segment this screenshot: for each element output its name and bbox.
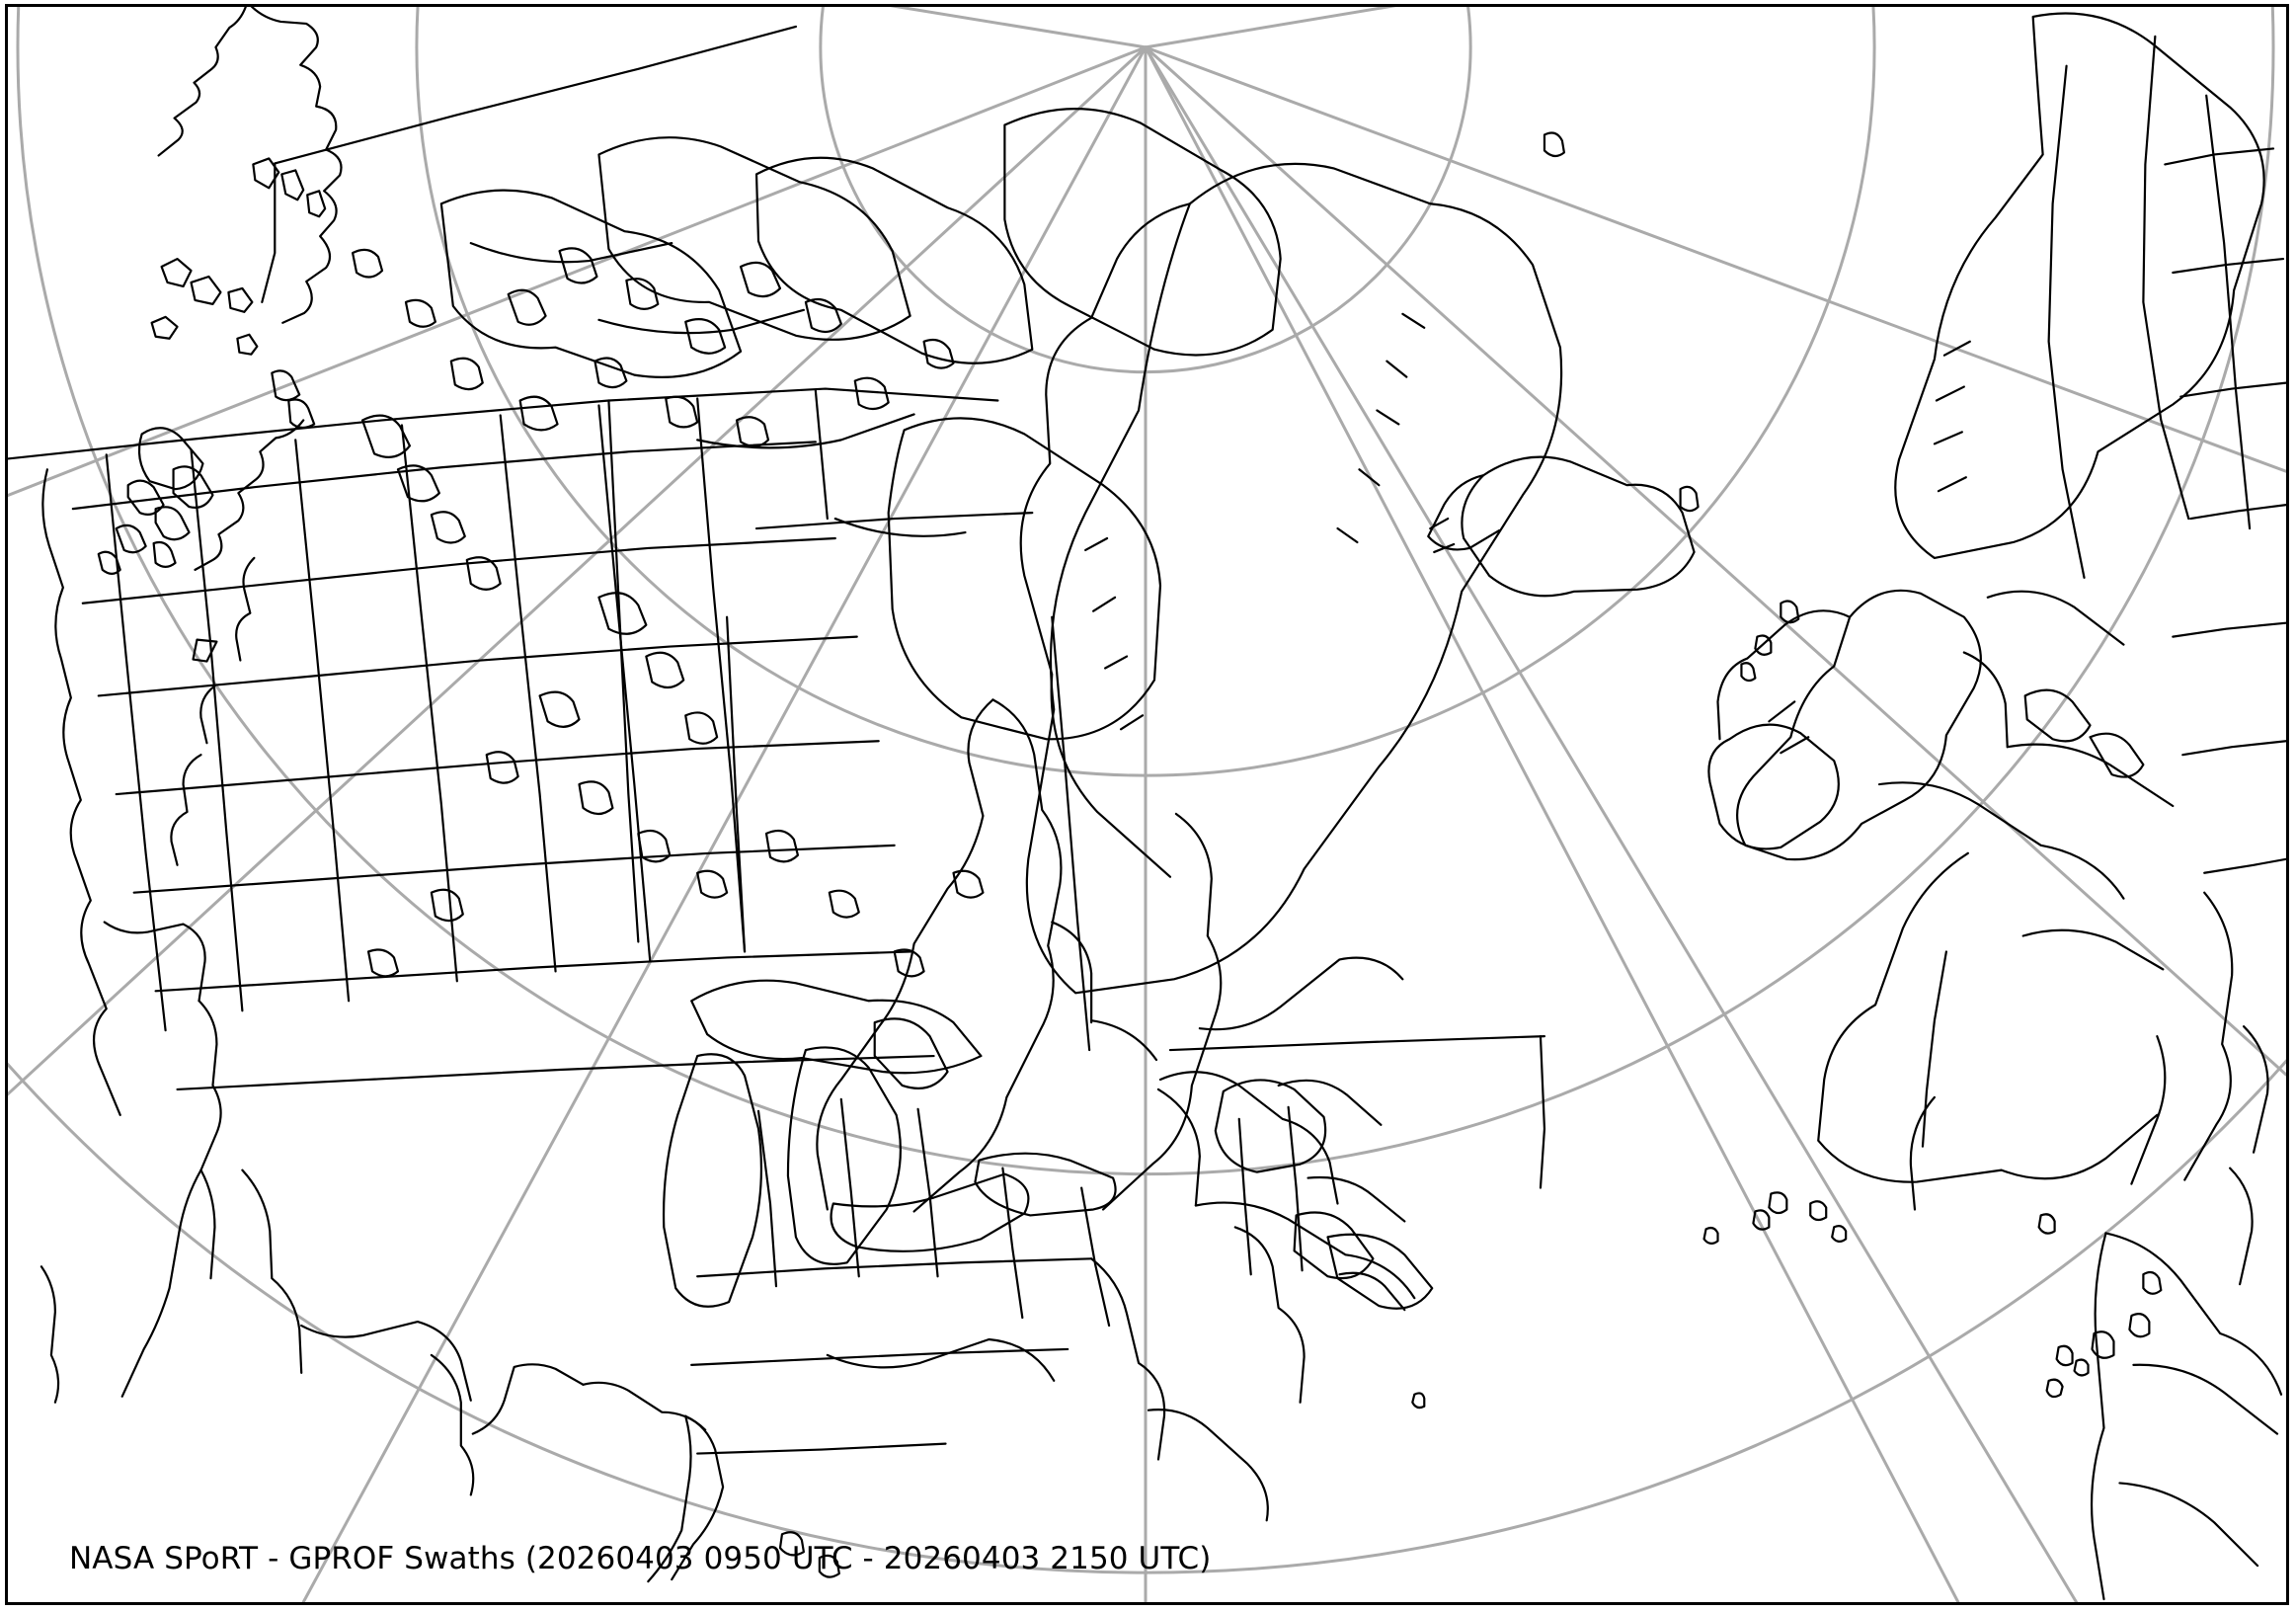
azores-island — [1752, 1209, 1771, 1231]
meridian-line — [1144, 7, 1396, 49]
meridian-line — [1144, 45, 2286, 473]
canary-island — [2045, 1378, 2064, 1399]
parallel-circle — [415, 7, 1876, 777]
meridian-line — [1144, 45, 1960, 1602]
iceland — [1427, 455, 1696, 598]
canada-province-borders — [607, 389, 1546, 1189]
us-canada-border — [8, 25, 999, 460]
meridian-line — [8, 45, 1148, 1096]
graticule-layer — [8, 7, 2286, 1602]
lake-erie — [830, 1172, 1030, 1252]
canary-island — [2091, 1330, 2115, 1359]
lake-huron — [786, 1046, 902, 1265]
atlantic-islands — [1411, 1191, 2163, 1410]
greenland-coast — [1019, 162, 1563, 995]
canary-island — [2073, 1358, 2090, 1377]
meridian-line — [889, 7, 1148, 49]
lake-superior — [690, 979, 983, 1075]
bahamas-islands — [778, 1531, 840, 1578]
parallel-circle — [8, 1058, 2286, 1574]
map-canvas — [8, 7, 2286, 1602]
azores-island — [1831, 1225, 1848, 1243]
meridian-line — [1144, 45, 2079, 1602]
kodiak-island-group — [97, 427, 214, 575]
map-frame: NASA SPoRT - GPROF Swaths (20260403 0950… — [5, 4, 2289, 1605]
lake-ontario — [974, 1152, 1117, 1217]
quebec-labrador-coast — [1102, 812, 1416, 1300]
georgian-bay — [873, 1017, 949, 1089]
map-caption: NASA SPoRT - GPROF Swaths (20260403 0950… — [69, 1541, 1212, 1576]
british-isles — [1707, 589, 1982, 861]
scandinavia — [1894, 12, 2265, 808]
bermuda-island — [1411, 1392, 1426, 1410]
canary-island — [2142, 1270, 2163, 1295]
arctic-archipelago — [351, 108, 1282, 741]
alaska-panhandle-coast — [150, 7, 343, 866]
azores-island — [1809, 1200, 1828, 1222]
eastern-europe-borders — [2164, 94, 2286, 874]
inland-lakes — [360, 414, 985, 978]
parallel-circle — [16, 7, 2275, 1175]
southern-us-coast — [241, 1169, 725, 1583]
meridian-line — [1144, 45, 2286, 1077]
continental-europe — [1817, 781, 2269, 1286]
canary-island — [2128, 1313, 2151, 1338]
hudson-bay-coast — [816, 698, 1158, 1382]
meridian-line — [301, 45, 1148, 1602]
western-us-state-borders — [40, 397, 935, 1404]
azores-island — [1702, 1227, 1719, 1245]
meridian-line — [8, 45, 1148, 498]
graticule-meridians — [8, 7, 2286, 1602]
lake-michigan — [662, 1053, 763, 1308]
madeira-island — [2037, 1213, 2056, 1235]
arctic-islands-east — [1543, 131, 1700, 513]
azores-island — [1768, 1191, 1788, 1215]
geography-layer — [8, 7, 2286, 1601]
canary-island — [2055, 1344, 2074, 1367]
northwest-africa — [2090, 1232, 2283, 1601]
great-lakes — [662, 979, 1117, 1308]
